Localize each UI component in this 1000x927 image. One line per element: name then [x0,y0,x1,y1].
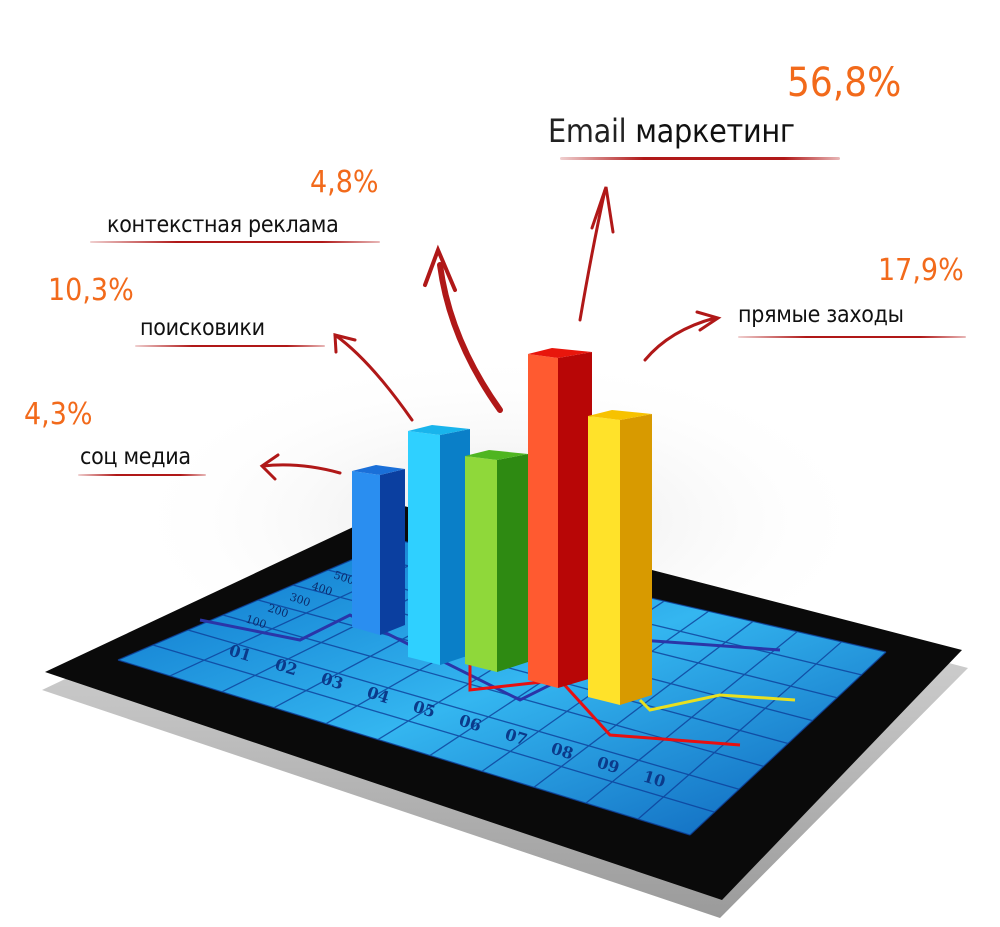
bar-front [588,416,620,705]
bar [465,450,528,672]
search-underline [135,345,325,347]
social-underline [78,474,206,476]
bar [352,465,405,635]
email-label-prefix: Email [548,112,627,150]
bar-top [352,465,405,475]
context-underline [90,241,380,243]
context-percent: 4,8% [310,165,379,200]
bar-front [408,431,440,665]
email-underline [560,157,840,160]
bar-side [380,469,405,635]
arrows [259,186,722,481]
bar-top [465,450,528,460]
bar-top [528,348,592,358]
direct-underline [738,336,966,338]
bar-side [558,352,592,688]
bar-front [465,456,497,672]
bar-side [620,414,652,705]
bar [588,410,652,705]
screen-y-tick: 500 [332,568,356,587]
social-label: соц медиа [80,444,191,470]
social-percent: 4,3% [24,397,93,432]
screen-y-tick: 200 [266,601,290,620]
bar-top [588,410,652,420]
bar [528,348,592,688]
bar-front [352,471,380,635]
direct-percent: 17,9% [878,253,964,288]
email-percent: 56,8% [787,60,902,106]
bar-chart-3d [352,348,652,705]
search-label: поисковики [140,315,265,341]
screen-y-tick: 400 [310,579,334,598]
email-label: Email маркетинг [548,112,795,150]
bar [408,425,470,665]
bar-side [497,454,528,672]
bar-front [528,354,558,688]
screen-y-tick: 100 [244,612,268,631]
context-label: контекстная реклама [107,212,339,238]
bar-top [408,425,470,435]
screen-y-tick: 300 [288,590,312,609]
tablet: 10020030040050060001020304050607080910 [42,505,968,918]
search-percent: 10,3% [48,273,134,308]
bar-side [440,429,470,665]
email-label-text: маркетинг [635,112,795,150]
direct-label: прямые заходы [738,302,904,328]
